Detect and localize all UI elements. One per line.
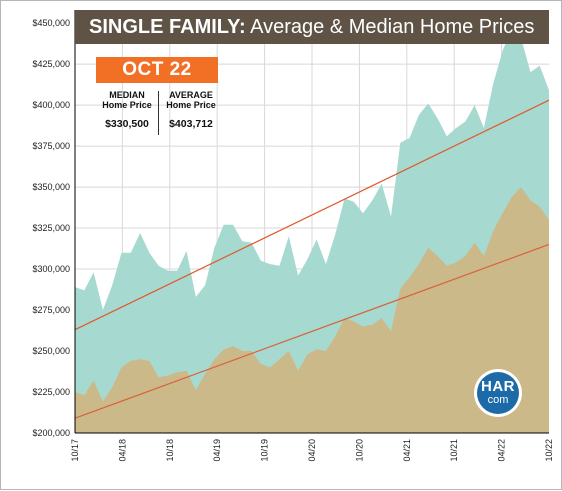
average-label-2: Home Price — [166, 100, 216, 110]
y-tick-label: $350,000 — [32, 182, 70, 192]
y-tick-label: $425,000 — [32, 59, 70, 69]
y-tick-label: $325,000 — [32, 223, 70, 233]
month-badge: OCT 22 — [96, 57, 218, 83]
y-tick-label: $225,000 — [32, 387, 70, 397]
y-tick-label: $300,000 — [32, 264, 70, 274]
y-tick-label: $250,000 — [32, 346, 70, 356]
average-stat: AVERAGE Home Price $403,712 — [159, 90, 223, 130]
x-tick-label: 04/19 — [212, 439, 222, 462]
har-logo-subtext: com — [487, 394, 509, 406]
x-tick-label: 04/20 — [307, 439, 317, 462]
median-stat: MEDIAN Home Price $330,500 — [95, 90, 159, 130]
y-tick-label: $375,000 — [32, 141, 70, 151]
har-logo: HAR com — [474, 369, 522, 417]
median-value: $330,500 — [105, 118, 149, 130]
median-label-1: MEDIAN — [109, 90, 145, 100]
chart-title-rest: Average & Median Home Prices — [245, 16, 535, 38]
y-tick-label: $400,000 — [32, 100, 70, 110]
x-tick-label: 10/19 — [260, 439, 270, 462]
x-tick-label: 04/21 — [402, 439, 412, 462]
x-tick-label: 10/17 — [70, 439, 80, 462]
chart-title-bold: SINGLE FAMILY: — [89, 16, 246, 38]
average-trend-line — [74, 99, 550, 331]
x-tick-label: 10/18 — [165, 439, 175, 462]
average-value: $403,712 — [169, 118, 213, 130]
x-tick-label: 10/21 — [449, 439, 459, 462]
median-area — [75, 187, 549, 433]
chart-title: SINGLE FAMILY: Average & Median Home Pri… — [75, 10, 549, 44]
x-tick-label: 10/22 — [544, 439, 554, 462]
y-tick-label: $200,000 — [32, 428, 70, 438]
median-trend-line — [74, 243, 550, 419]
average-label-1: AVERAGE — [169, 90, 213, 100]
x-tick-label: 04/18 — [117, 439, 127, 462]
x-tick-label: 10/20 — [354, 439, 364, 462]
y-tick-label: $450,000 — [32, 18, 70, 28]
median-label-2: Home Price — [102, 100, 152, 110]
x-tick-label: 04/22 — [497, 439, 507, 462]
har-logo-text: HAR — [481, 378, 515, 395]
stat-divider — [158, 91, 159, 135]
y-tick-label: $275,000 — [32, 305, 70, 315]
